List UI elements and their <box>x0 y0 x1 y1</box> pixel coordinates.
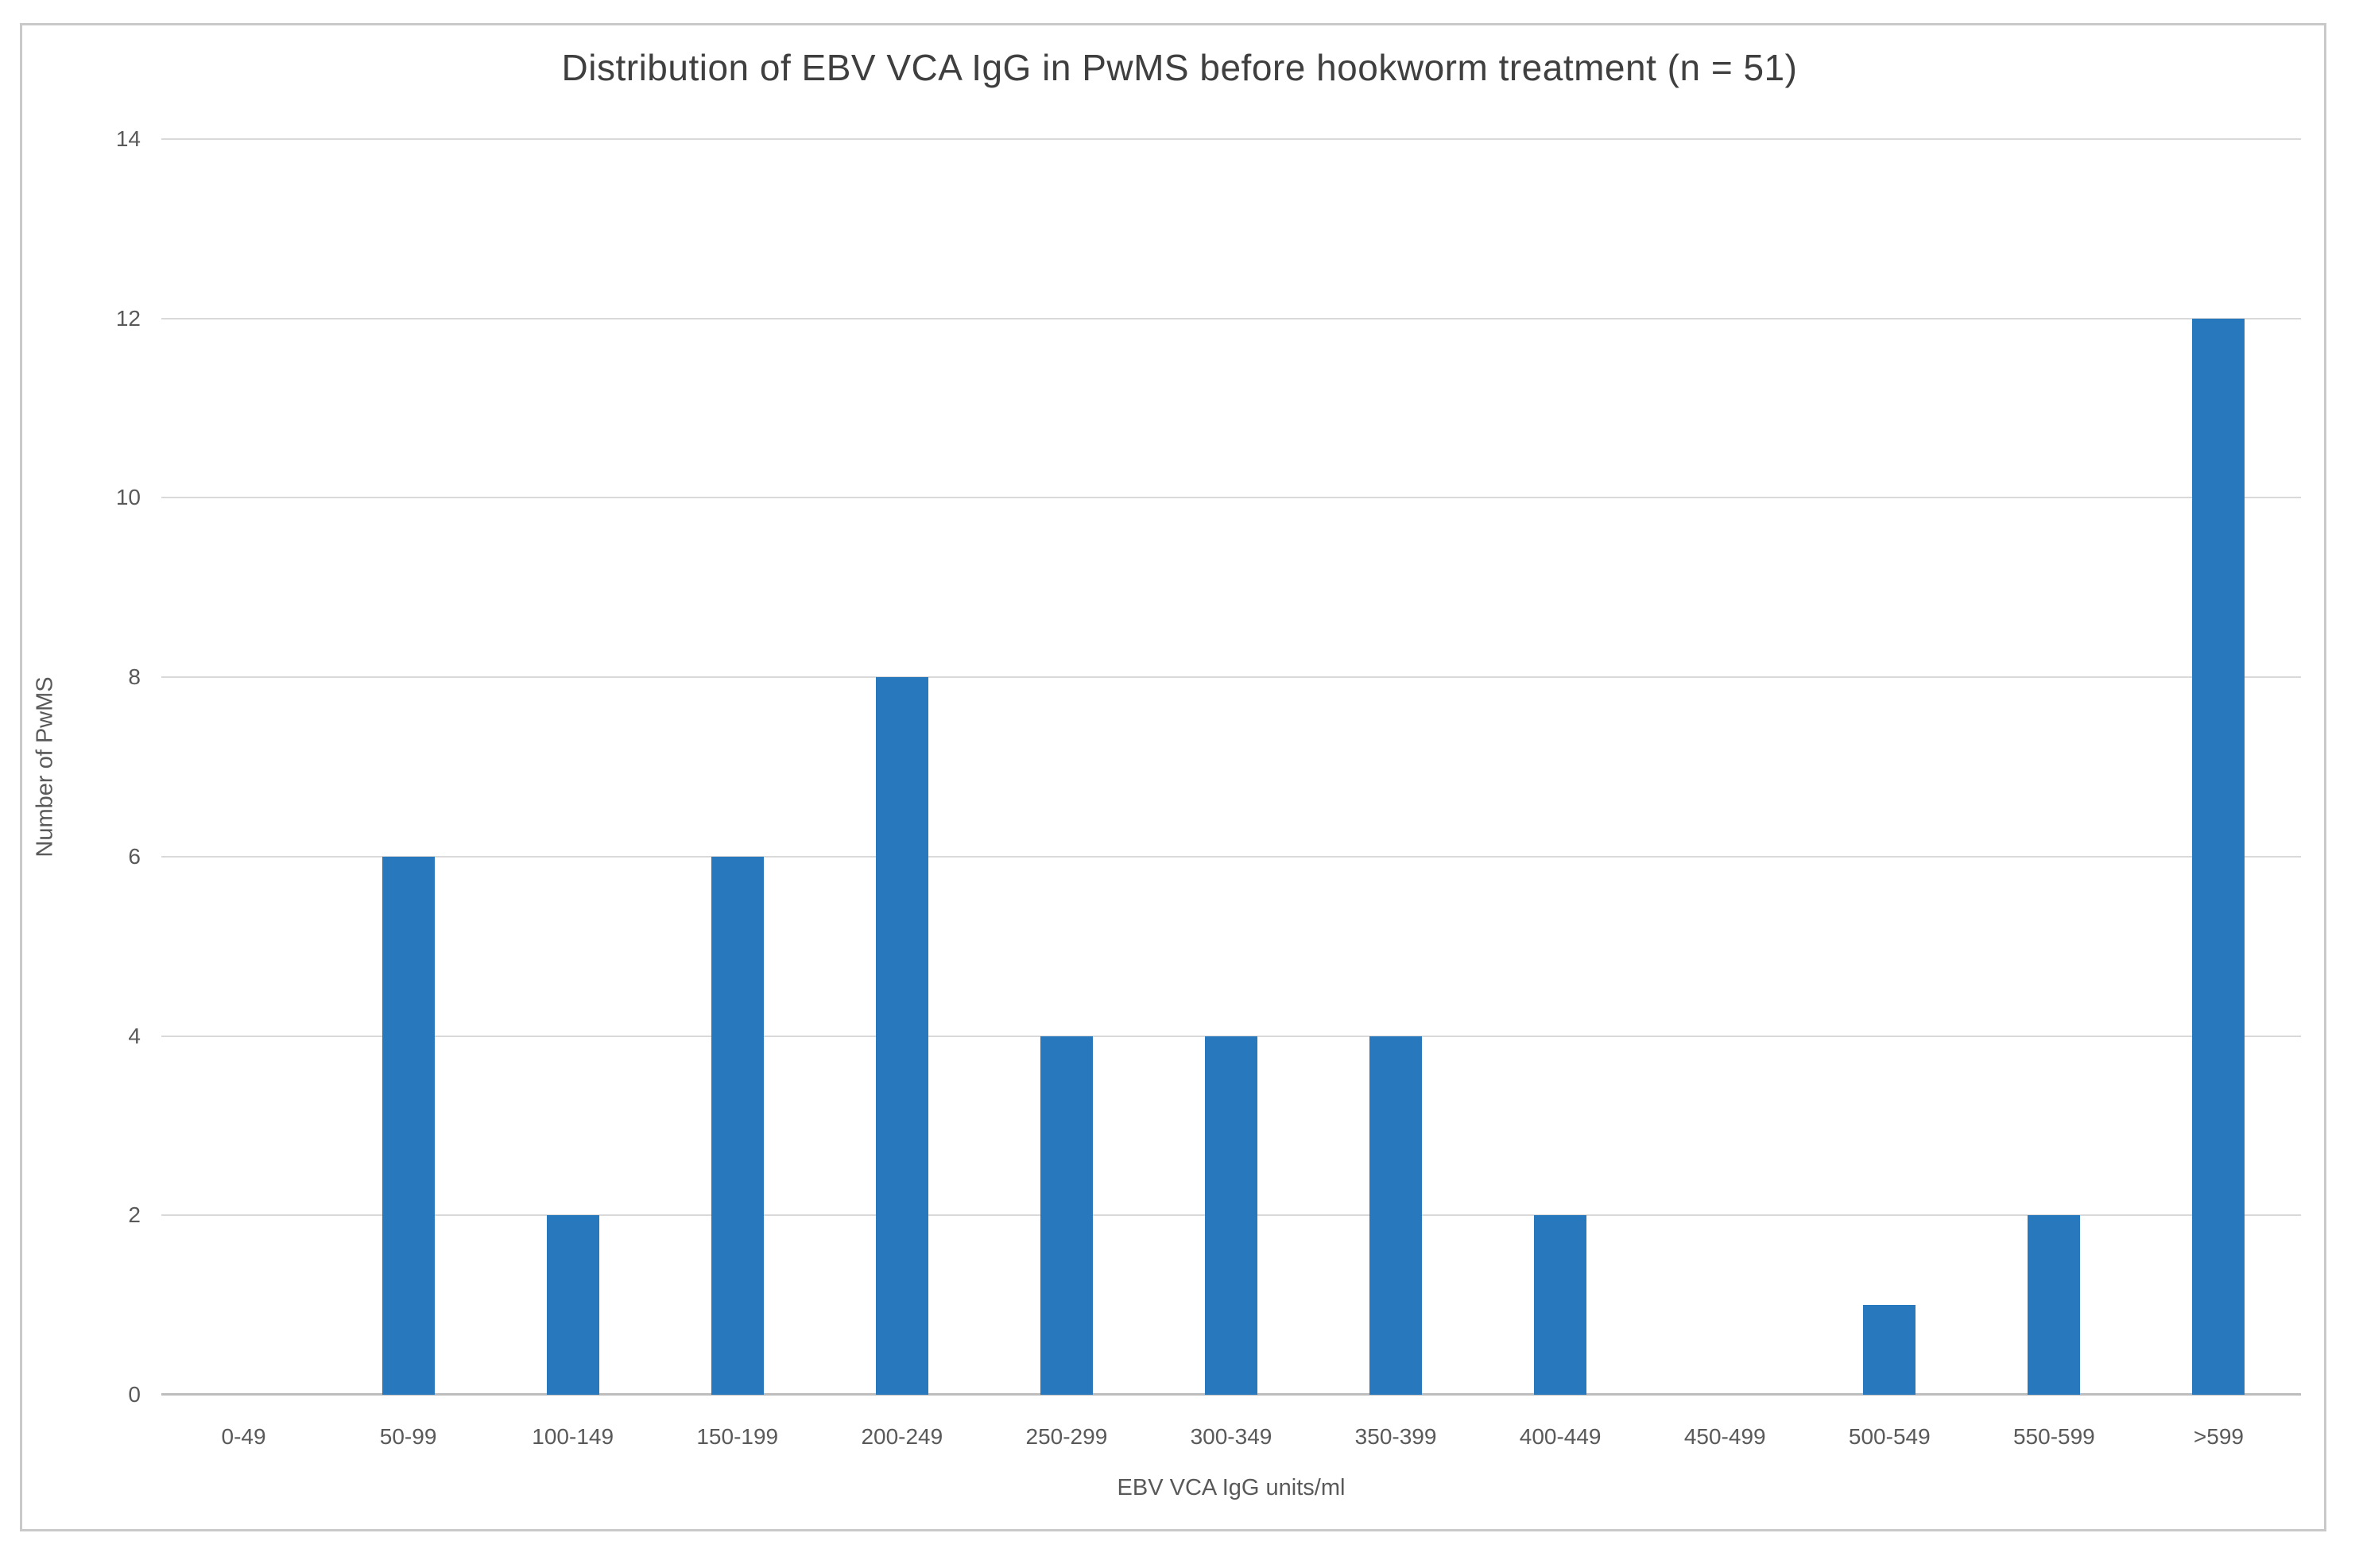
chart-title: Distribution of EBV VCA IgG in PwMS befo… <box>561 47 1798 88</box>
bar <box>1863 1305 1916 1395</box>
y-tick-label: 0 <box>128 1382 141 1407</box>
y-tick-label: 14 <box>115 126 141 151</box>
bar <box>2028 1215 2081 1395</box>
y-tick-label: 2 <box>128 1202 141 1228</box>
x-tick-label: 250-299 <box>1025 1424 1108 1449</box>
bar <box>875 677 928 1395</box>
y-axis-title: Number of PwMS <box>32 676 58 858</box>
x-tick-label: 400-449 <box>1519 1424 1602 1449</box>
x-tick-label: 50-99 <box>379 1424 437 1449</box>
x-tick-label: 350-399 <box>1354 1424 1437 1449</box>
bar <box>1205 1036 1257 1395</box>
gridline <box>161 138 2301 140</box>
x-tick-label: 550-599 <box>2012 1424 2095 1449</box>
bar <box>382 856 435 1395</box>
y-tick-label: 12 <box>115 305 141 331</box>
x-tick-label: 200-249 <box>861 1424 943 1449</box>
gridline <box>161 676 2301 679</box>
x-tick-label: 150-199 <box>696 1424 779 1449</box>
bar <box>711 856 764 1395</box>
bar <box>2192 318 2245 1395</box>
gridline <box>161 855 2301 858</box>
y-tick-label: 10 <box>115 485 141 510</box>
bar <box>1369 1036 1423 1395</box>
bar <box>546 1215 599 1395</box>
x-tick-label: 450-499 <box>1683 1424 1766 1449</box>
gridline <box>161 317 2301 319</box>
x-tick-label: 300-349 <box>1190 1424 1272 1449</box>
plot-area: 0 2 4 6 8 10 12 14 0-49 50-99 100-149 150-199 200-24… <box>116 126 2301 1449</box>
x-tick-label: 500-549 <box>1848 1424 1931 1449</box>
bar <box>1040 1036 1093 1395</box>
gridline <box>161 497 2301 499</box>
x-tick-label: 100-149 <box>532 1424 614 1449</box>
y-tick-label: 6 <box>128 843 141 869</box>
x-tick-label: >599 <box>2193 1424 2244 1449</box>
x-tick-label: 0-49 <box>221 1424 266 1449</box>
y-tick-label: 8 <box>128 664 141 690</box>
y-tick-label: 4 <box>128 1023 141 1048</box>
x-axis-title: EBV VCA IgG units/ml <box>1117 1475 1346 1500</box>
bar <box>1534 1215 1587 1395</box>
